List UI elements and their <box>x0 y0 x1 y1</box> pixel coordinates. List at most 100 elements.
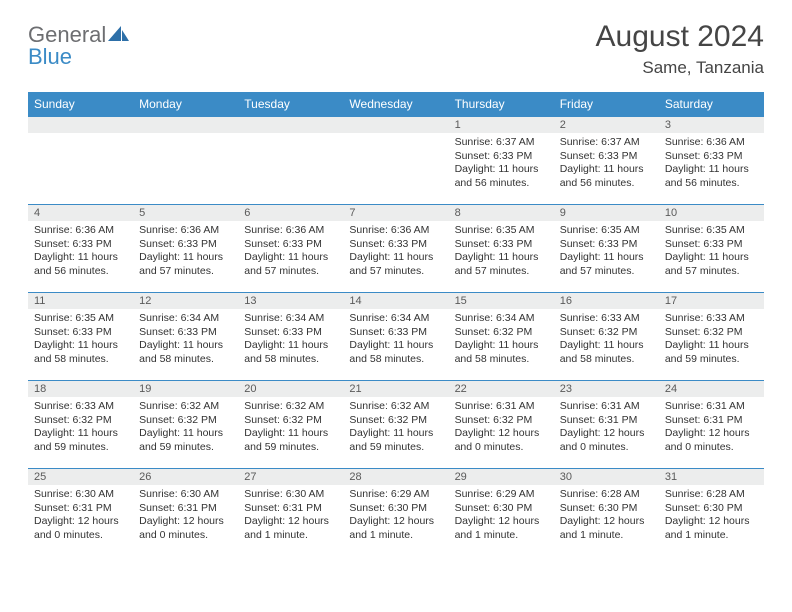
weekday-sat: Saturday <box>659 92 764 117</box>
sunrise-text: Sunrise: 6:31 AM <box>560 400 653 414</box>
sunrise-text: Sunrise: 6:36 AM <box>349 224 442 238</box>
calendar-cell: 27Sunrise: 6:30 AMSunset: 6:31 PMDayligh… <box>238 469 343 557</box>
daylight-text: Daylight: 11 hours and 57 minutes. <box>349 251 442 278</box>
sunrise-text: Sunrise: 6:31 AM <box>455 400 548 414</box>
sunset-text: Sunset: 6:33 PM <box>560 238 653 252</box>
sunset-text: Sunset: 6:31 PM <box>34 502 127 516</box>
month-title: August 2024 <box>596 20 764 54</box>
day-number: 6 <box>238 205 343 221</box>
sunset-text: Sunset: 6:32 PM <box>34 414 127 428</box>
calendar-cell <box>28 117 133 205</box>
day-number <box>343 117 448 133</box>
sunrise-text: Sunrise: 6:35 AM <box>665 224 758 238</box>
weekday-wed: Wednesday <box>343 92 448 117</box>
sunrise-text: Sunrise: 6:33 AM <box>34 400 127 414</box>
sunrise-text: Sunrise: 6:35 AM <box>455 224 548 238</box>
daylight-text: Daylight: 11 hours and 56 minutes. <box>560 163 653 190</box>
sunrise-text: Sunrise: 6:28 AM <box>665 488 758 502</box>
day-number: 10 <box>659 205 764 221</box>
sunset-text: Sunset: 6:32 PM <box>455 326 548 340</box>
sunset-text: Sunset: 6:33 PM <box>244 238 337 252</box>
day-number: 9 <box>554 205 659 221</box>
sunrise-text: Sunrise: 6:33 AM <box>665 312 758 326</box>
daylight-text: Daylight: 11 hours and 58 minutes. <box>139 339 232 366</box>
day-details: Sunrise: 6:30 AMSunset: 6:31 PMDaylight:… <box>28 485 133 547</box>
calendar-row: 1Sunrise: 6:37 AMSunset: 6:33 PMDaylight… <box>28 117 764 205</box>
day-details: Sunrise: 6:36 AMSunset: 6:33 PMDaylight:… <box>659 133 764 195</box>
sunset-text: Sunset: 6:32 PM <box>560 326 653 340</box>
calendar-cell: 13Sunrise: 6:34 AMSunset: 6:33 PMDayligh… <box>238 293 343 381</box>
calendar-cell: 29Sunrise: 6:29 AMSunset: 6:30 PMDayligh… <box>449 469 554 557</box>
sunrise-text: Sunrise: 6:36 AM <box>665 136 758 150</box>
day-number: 19 <box>133 381 238 397</box>
sunset-text: Sunset: 6:30 PM <box>665 502 758 516</box>
day-details: Sunrise: 6:33 AMSunset: 6:32 PMDaylight:… <box>659 309 764 371</box>
day-details: Sunrise: 6:32 AMSunset: 6:32 PMDaylight:… <box>343 397 448 459</box>
day-number: 26 <box>133 469 238 485</box>
daylight-text: Daylight: 12 hours and 0 minutes. <box>139 515 232 542</box>
sunrise-text: Sunrise: 6:29 AM <box>349 488 442 502</box>
location-label: Same, Tanzania <box>596 58 764 78</box>
sunset-text: Sunset: 6:30 PM <box>560 502 653 516</box>
daylight-text: Daylight: 11 hours and 57 minutes. <box>665 251 758 278</box>
day-number: 31 <box>659 469 764 485</box>
day-number: 28 <box>343 469 448 485</box>
day-number: 8 <box>449 205 554 221</box>
sunrise-text: Sunrise: 6:34 AM <box>455 312 548 326</box>
day-details: Sunrise: 6:28 AMSunset: 6:30 PMDaylight:… <box>554 485 659 547</box>
daylight-text: Daylight: 11 hours and 56 minutes. <box>665 163 758 190</box>
daylight-text: Daylight: 11 hours and 59 minutes. <box>665 339 758 366</box>
sunset-text: Sunset: 6:33 PM <box>244 326 337 340</box>
day-number: 27 <box>238 469 343 485</box>
calendar-cell <box>343 117 448 205</box>
daylight-text: Daylight: 11 hours and 58 minutes. <box>34 339 127 366</box>
sunset-text: Sunset: 6:32 PM <box>244 414 337 428</box>
daylight-text: Daylight: 12 hours and 1 minute. <box>665 515 758 542</box>
sunrise-text: Sunrise: 6:34 AM <box>139 312 232 326</box>
calendar-row: 11Sunrise: 6:35 AMSunset: 6:33 PMDayligh… <box>28 293 764 381</box>
daylight-text: Daylight: 11 hours and 58 minutes. <box>244 339 337 366</box>
weekday-thu: Thursday <box>449 92 554 117</box>
sunset-text: Sunset: 6:30 PM <box>455 502 548 516</box>
day-details: Sunrise: 6:28 AMSunset: 6:30 PMDaylight:… <box>659 485 764 547</box>
day-number: 5 <box>133 205 238 221</box>
sunrise-text: Sunrise: 6:32 AM <box>349 400 442 414</box>
day-details: Sunrise: 6:33 AMSunset: 6:32 PMDaylight:… <box>554 309 659 371</box>
sunset-text: Sunset: 6:33 PM <box>139 238 232 252</box>
calendar-cell: 3Sunrise: 6:36 AMSunset: 6:33 PMDaylight… <box>659 117 764 205</box>
sunset-text: Sunset: 6:33 PM <box>349 238 442 252</box>
sunset-text: Sunset: 6:33 PM <box>665 150 758 164</box>
calendar-row: 18Sunrise: 6:33 AMSunset: 6:32 PMDayligh… <box>28 381 764 469</box>
day-number: 12 <box>133 293 238 309</box>
sunrise-text: Sunrise: 6:29 AM <box>455 488 548 502</box>
day-number: 16 <box>554 293 659 309</box>
day-number <box>133 117 238 133</box>
day-details: Sunrise: 6:36 AMSunset: 6:33 PMDaylight:… <box>133 221 238 283</box>
sunset-text: Sunset: 6:32 PM <box>665 326 758 340</box>
sunset-text: Sunset: 6:30 PM <box>349 502 442 516</box>
day-number: 20 <box>238 381 343 397</box>
sunset-text: Sunset: 6:33 PM <box>455 150 548 164</box>
daylight-text: Daylight: 11 hours and 57 minutes. <box>455 251 548 278</box>
sunset-text: Sunset: 6:31 PM <box>244 502 337 516</box>
day-details: Sunrise: 6:29 AMSunset: 6:30 PMDaylight:… <box>343 485 448 547</box>
sunset-text: Sunset: 6:32 PM <box>349 414 442 428</box>
calendar-cell: 28Sunrise: 6:29 AMSunset: 6:30 PMDayligh… <box>343 469 448 557</box>
day-details: Sunrise: 6:35 AMSunset: 6:33 PMDaylight:… <box>449 221 554 283</box>
daylight-text: Daylight: 12 hours and 0 minutes. <box>34 515 127 542</box>
daylight-text: Daylight: 11 hours and 58 minutes. <box>560 339 653 366</box>
calendar-cell: 23Sunrise: 6:31 AMSunset: 6:31 PMDayligh… <box>554 381 659 469</box>
sunset-text: Sunset: 6:31 PM <box>665 414 758 428</box>
calendar-cell: 9Sunrise: 6:35 AMSunset: 6:33 PMDaylight… <box>554 205 659 293</box>
day-details: Sunrise: 6:33 AMSunset: 6:32 PMDaylight:… <box>28 397 133 459</box>
day-number: 4 <box>28 205 133 221</box>
brand-blue: Blue <box>28 44 72 69</box>
weekday-fri: Friday <box>554 92 659 117</box>
calendar-cell: 8Sunrise: 6:35 AMSunset: 6:33 PMDaylight… <box>449 205 554 293</box>
sunrise-text: Sunrise: 6:36 AM <box>139 224 232 238</box>
daylight-text: Daylight: 12 hours and 1 minute. <box>455 515 548 542</box>
day-details: Sunrise: 6:32 AMSunset: 6:32 PMDaylight:… <box>238 397 343 459</box>
day-number: 17 <box>659 293 764 309</box>
day-details: Sunrise: 6:30 AMSunset: 6:31 PMDaylight:… <box>238 485 343 547</box>
calendar-cell: 20Sunrise: 6:32 AMSunset: 6:32 PMDayligh… <box>238 381 343 469</box>
